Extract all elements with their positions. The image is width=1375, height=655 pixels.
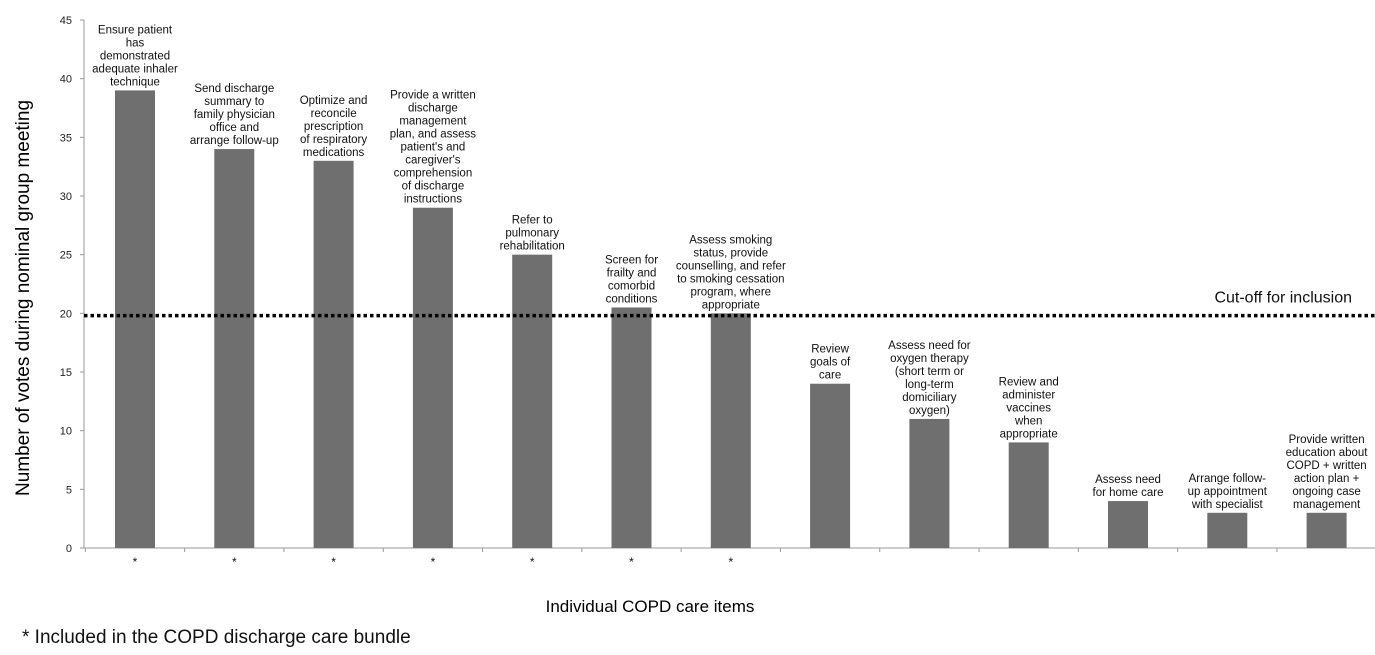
- bar: [313, 160, 354, 549]
- bar: [412, 207, 453, 548]
- bar-label: Send discharge summary to family physician…: [190, 83, 279, 147]
- inclusion-star: *: [629, 555, 634, 569]
- axes: 0 5 10 15 20 25 30 35 40 45: [60, 15, 1375, 555]
- inclusion-star: *: [133, 555, 138, 569]
- bar: [512, 254, 553, 548]
- bar-label: Assess need for oxygen therapy (short term…: [888, 340, 971, 417]
- inclusion-star: *: [331, 555, 336, 569]
- inclusion-star: *: [232, 555, 237, 569]
- y-tick-label: 45: [60, 15, 72, 27]
- bar-label: Screen for frailty and comorbid conditions: [605, 254, 658, 305]
- x-axis-label: Individual COPD care items: [546, 597, 755, 616]
- bar-label: Refer to pulmonary rehabilitation: [500, 215, 565, 253]
- bar-label: Assess smoking status, provide counselling…: [676, 234, 786, 311]
- bar: [115, 90, 155, 549]
- inclusion-star: *: [431, 555, 436, 569]
- inclusion-markers: * * * * * * *: [133, 555, 734, 569]
- bar: [214, 149, 255, 549]
- y-tick-label: 15: [60, 367, 72, 379]
- bar-label: Provide a written discharge management plan…: [390, 90, 477, 206]
- bar-label: Arrange follow-up appointment with specia…: [1188, 473, 1268, 511]
- y-axis-label: Number of votes during nominal group mee…: [13, 100, 34, 496]
- bar-label: Review goals of care: [810, 344, 851, 382]
- y-tick-label: 20: [60, 308, 72, 320]
- bar-labels: Ensure patient has demonstrated adequate in…: [92, 24, 1368, 510]
- bar-label: Ensure patient has demonstrated adequate in…: [92, 24, 178, 88]
- bar: [710, 313, 751, 548]
- y-tick-label: 0: [66, 543, 72, 555]
- cutoff-label: Cut-off for inclusion: [1214, 290, 1352, 307]
- bar: [1008, 442, 1049, 548]
- y-tick-label: 30: [60, 191, 72, 203]
- bar: [1207, 512, 1248, 548]
- y-tick-label: 10: [60, 426, 72, 438]
- footnote: * Included in the COPD discharge care bu…: [22, 627, 411, 648]
- bar: [1306, 512, 1347, 548]
- y-tick-label: 25: [60, 250, 72, 262]
- bar-label: Provide written education about COPD + wri…: [1286, 434, 1369, 511]
- bar: [810, 383, 851, 548]
- bar-label: Optimize and reconcile prescription of resp…: [300, 95, 368, 159]
- cutoff-line-group: Cut-off for inclusion: [84, 290, 1375, 318]
- y-tick-label: 5: [66, 484, 72, 496]
- bar: [909, 418, 950, 548]
- bar: [1108, 501, 1148, 548]
- y-tick-label: 40: [60, 74, 72, 86]
- y-tick-label: 35: [60, 132, 72, 144]
- bar-label: Review and administer vaccines when appropri…: [999, 376, 1059, 440]
- bar-label: Assess need for home care: [1093, 474, 1164, 499]
- inclusion-star: *: [530, 555, 535, 569]
- bars: [115, 90, 1347, 549]
- inclusion-star: *: [728, 555, 733, 569]
- bar: [611, 307, 652, 548]
